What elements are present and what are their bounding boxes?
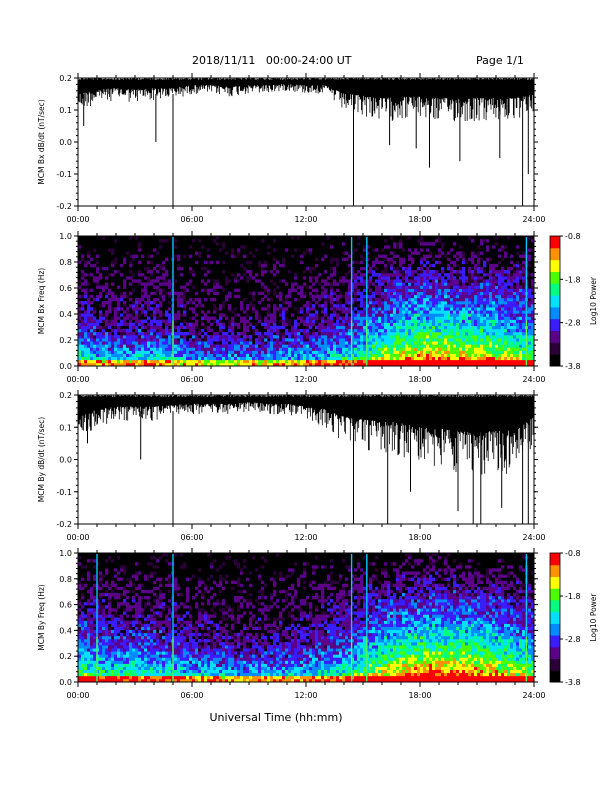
y-tick-label: -0.1	[56, 170, 72, 179]
colorbar-tick-label: -2.8	[565, 635, 581, 644]
colorbar-segment	[550, 670, 560, 683]
colorbar-tick-label: -3.8	[565, 678, 581, 687]
x-tick-label: 06:00	[180, 691, 203, 700]
colorbar-segment	[550, 576, 560, 589]
colorbar-segment	[550, 623, 560, 636]
x-tick-label: 00:00	[66, 375, 89, 384]
spectrogram-cells	[78, 236, 535, 367]
colorbar-title: Log10 Power	[589, 593, 598, 642]
page-indicator: Page 1/1	[476, 54, 524, 67]
x-tick-label: 24:00	[522, 691, 545, 700]
colorbar-segment	[550, 259, 560, 272]
colorbar-tick-label: -0.8	[565, 549, 581, 558]
y-tick-label: 0.2	[59, 391, 72, 400]
y-tick-label: 0.6	[59, 601, 72, 610]
colorbar-segment	[550, 342, 560, 355]
x-tick-label: 00:00	[66, 215, 89, 224]
colorbar-tick-label: -0.8	[565, 232, 581, 241]
figure-title: 2018/11/11 00:00-24:00 UT	[192, 54, 352, 67]
x-tick-label: 00:00	[66, 533, 89, 542]
x-tick-label: 12:00	[294, 691, 317, 700]
colorbar-frame	[549, 552, 561, 683]
y-tick-label: 1.0	[59, 549, 72, 558]
colorbar-segment	[550, 354, 560, 367]
colorbar-title: Log10 Power	[589, 276, 598, 325]
y-tick-label: 0.6	[59, 284, 72, 293]
colorbar-segment	[550, 635, 560, 648]
x-tick-label: 00:00	[66, 691, 89, 700]
x-tick-label: 06:00	[180, 215, 203, 224]
colorbar-segment	[550, 564, 560, 577]
panel-1: 0.2 0.1 0.0 -0.1 -0.2 00:00 06:00 12:00 18:00 24:…	[37, 73, 546, 224]
colorbar-frame	[549, 235, 561, 367]
panel-4: -0.8 -1.8 -2.8 -3.8 Log10 Power 1.0 0.8 0.6 0.4 0…	[37, 548, 598, 700]
x-tick-label: 18:00	[408, 533, 431, 542]
y-tick-label: 1.0	[59, 232, 72, 241]
x-axis-title: Universal Time (hh:mm)	[210, 711, 343, 724]
colorbar-tick-label: -1.8	[565, 275, 581, 284]
colorbar-segment	[550, 658, 560, 671]
panel-3: 0.2 0.1 0.0 -0.1 -0.2 00:00 06:00 12:00 18:00 24:…	[37, 390, 546, 542]
y-tick-label: 0.0	[59, 678, 72, 687]
y-tick-label: 0.8	[59, 575, 72, 584]
x-tick-label: 24:00	[522, 375, 545, 384]
y-tick-label: 0.8	[59, 258, 72, 267]
colorbar-tick-label: -3.8	[565, 362, 581, 371]
y-tick-label: 0.2	[59, 74, 72, 83]
colorbar-segment	[550, 295, 560, 308]
colorbar-tick-label: -2.8	[565, 319, 581, 328]
y-tick-label: 0.1	[59, 106, 72, 115]
x-tick-label: 24:00	[522, 215, 545, 224]
y-axis-title: MCM Bx Freq (Hz)	[37, 268, 46, 334]
x-tick-label: 18:00	[408, 215, 431, 224]
y-tick-label: -0.1	[56, 488, 72, 497]
y-tick-label: 0.1	[59, 423, 72, 432]
colorbar-segment	[550, 611, 560, 624]
colorbar-segment	[550, 247, 560, 261]
colorbar-segment	[550, 271, 560, 284]
y-tick-label: 0.4	[59, 626, 72, 635]
y-tick-label: 0.0	[59, 456, 72, 465]
x-tick-label: 18:00	[408, 375, 431, 384]
colorbar-segment	[550, 588, 560, 601]
colorbar-segment	[550, 553, 560, 566]
colorbar-segment	[550, 330, 560, 343]
y-axis-title: MCM Bx dB/dt (nT/sec)	[37, 99, 46, 184]
x-tick-label: 24:00	[522, 533, 545, 542]
dbdt-trace	[77, 395, 535, 475]
x-tick-label: 06:00	[180, 533, 203, 542]
x-tick-label: 06:00	[180, 375, 203, 384]
panel-2: -0.8 -1.8 -2.8 -3.8 Log10 Power 1.0 0.8 0.6 0.4 0…	[37, 231, 598, 384]
x-tick-label: 12:00	[294, 215, 317, 224]
x-tick-label: 12:00	[294, 375, 317, 384]
colorbar-segment	[550, 646, 560, 660]
y-tick-label: 0.4	[59, 310, 72, 319]
y-tick-label: -0.2	[56, 202, 72, 211]
colorbar-segment	[550, 283, 560, 296]
y-tick-label: 0.0	[59, 362, 72, 371]
x-tick-label: 12:00	[294, 533, 317, 542]
y-axis-title: MCM By dB/dt (nT/sec)	[37, 417, 46, 502]
y-axis-title: MCM By Freq (Hz)	[37, 584, 46, 650]
y-tick-label: 0.2	[59, 652, 72, 661]
y-tick-label: 0.2	[59, 336, 72, 345]
y-tick-label: 0.0	[59, 138, 72, 147]
x-tick-label: 18:00	[408, 691, 431, 700]
spectrogram-cells	[78, 553, 535, 683]
colorbar-segment	[550, 318, 560, 332]
colorbar-tick-label: -1.8	[565, 592, 581, 601]
y-tick-label: -0.2	[56, 520, 72, 529]
colorbar-segment	[550, 599, 560, 613]
dbdt-trace	[77, 78, 535, 122]
colorbar-segment	[550, 236, 560, 249]
colorbar-segment	[550, 306, 560, 320]
